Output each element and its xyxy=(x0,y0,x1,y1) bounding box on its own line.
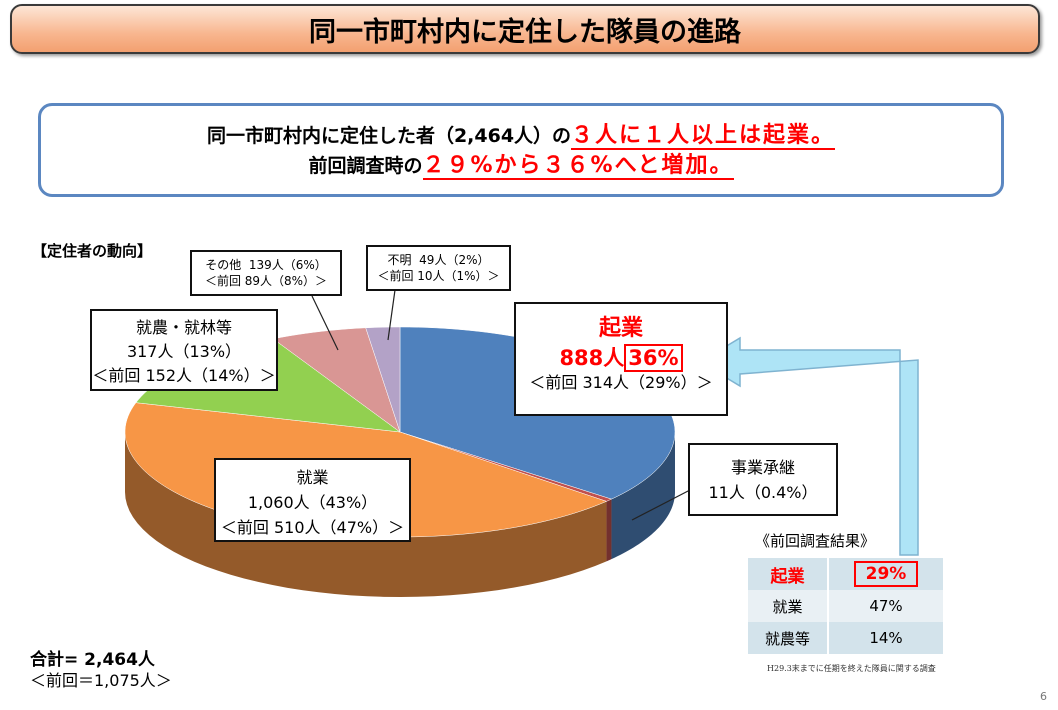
pie-side-0 xyxy=(611,432,675,560)
name: 就業 xyxy=(296,468,329,487)
label-shokei: 事業承継 11人（0.4%） xyxy=(688,443,838,516)
previous-table: 起業 29% 就業 47% 就農等 14% xyxy=(748,558,945,654)
value: 317人（13%） xyxy=(126,342,242,361)
total: 合計= 2,464人 xyxy=(30,650,155,670)
cell: 29% xyxy=(828,558,945,590)
total-previous: ＜前回＝1,075人＞ xyxy=(30,671,172,690)
value: 139人（6%） xyxy=(248,258,327,272)
cell: 47% xyxy=(828,590,945,622)
summary-highlight1: ３人に１人以上は起業。 xyxy=(571,123,836,150)
prev: ＜前回 10人（1%）＞ xyxy=(377,269,500,283)
prev: ＜前回 89人（8%）＞ xyxy=(204,274,328,288)
summary-line2: 前回調査時の xyxy=(308,155,423,177)
value: 888人 xyxy=(559,346,625,370)
summary-line1: 同一市町村内に定住した者（2,464人）の xyxy=(206,125,572,147)
prev: ＜前回 314人（29%）＞ xyxy=(529,373,713,392)
prev: ＜前回 510人（47%）＞ xyxy=(220,518,405,537)
pie-slice-4 xyxy=(272,327,401,433)
summary-box: 同一市町村内に定住した者（2,464人）の３人に１人以上は起業。 前回調査時の２… xyxy=(38,103,1004,197)
name: 事業承継 xyxy=(730,458,795,477)
label-fumei: 不明 49人（2%） ＜前回 10人（1%）＞ xyxy=(366,245,511,291)
cell: 就業 xyxy=(748,590,829,622)
name: 起業 xyxy=(598,316,643,341)
name: 不明 xyxy=(387,253,412,267)
cell: 起業 xyxy=(748,558,829,590)
value: 49人（2%） xyxy=(419,253,490,267)
pie-side-1 xyxy=(606,499,612,562)
label-shuno: 就農・就林等 317人（13%） ＜前回 152人（14%）＞ xyxy=(90,309,278,391)
previous-heading: 《前回調査結果》 xyxy=(755,532,876,550)
table-row: 就農等 14% xyxy=(748,622,945,654)
section-label: 【定住者の動向】 xyxy=(32,242,153,260)
pie-side-2 xyxy=(125,432,607,597)
value: 1,060人（43%） xyxy=(247,493,378,512)
value: 29% xyxy=(853,561,919,587)
table-row: 就業 47% xyxy=(748,590,945,622)
label-shugyo: 就業 1,060人（43%） ＜前回 510人（47%）＞ xyxy=(214,458,411,542)
cell: 就農等 xyxy=(748,622,829,654)
prev: ＜前回 152人（14%）＞ xyxy=(92,366,276,385)
label-sonota: その他 139人（6%） ＜前回 89人（8%）＞ xyxy=(190,250,342,296)
source-note: H29.3末までに任期を終えた隊員に関する調査 xyxy=(767,664,936,673)
slide-title: 同一市町村内に定住した隊員の進路 xyxy=(10,4,1040,54)
pie-slice-5 xyxy=(365,326,401,433)
name: 就農・就林等 xyxy=(135,318,232,337)
value: 11人（0.4%） xyxy=(708,483,818,502)
pct: 36% xyxy=(624,344,683,372)
page-number: 6 xyxy=(1040,690,1047,703)
label-kigyo: 起業 888人 36% ＜前回 314人（29%）＞ xyxy=(514,302,728,416)
cell: 14% xyxy=(828,622,945,654)
table-row: 起業 29% xyxy=(748,558,945,590)
name: その他 xyxy=(205,258,242,272)
summary-highlight2: ２９%から３６%へと増加。 xyxy=(422,153,734,180)
leader-lines xyxy=(311,289,691,521)
